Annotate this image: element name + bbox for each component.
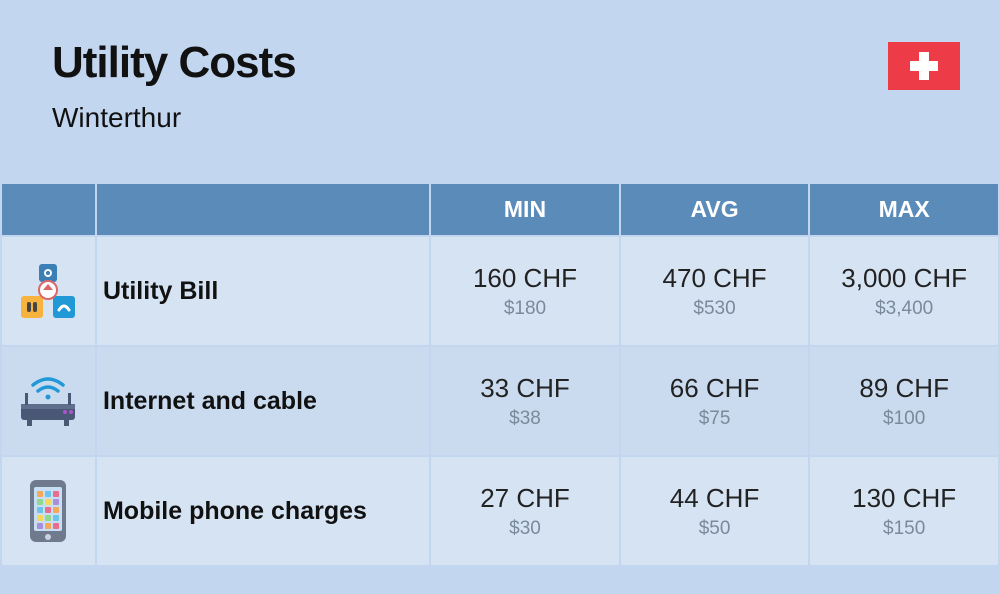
page-title: Utility Costs (52, 38, 948, 88)
column-header-avg: AVG (620, 183, 810, 236)
secondary-value: $180 (441, 298, 609, 320)
header-blank-icon (1, 183, 96, 236)
secondary-value: $38 (441, 408, 609, 430)
secondary-value: $75 (631, 408, 799, 430)
swiss-flag-icon (888, 42, 960, 90)
row-label: Mobile phone charges (96, 456, 430, 566)
primary-value: 160 CHF (441, 263, 609, 294)
secondary-value: $50 (631, 518, 799, 540)
column-header-max: MAX (809, 183, 999, 236)
primary-value: 33 CHF (441, 373, 609, 404)
table-row: Utility Bill 160 CHF $180 470 CHF $530 3… (1, 236, 999, 346)
primary-value: 89 CHF (820, 373, 988, 404)
primary-value: 130 CHF (820, 483, 988, 514)
cell-avg: 44 CHF $50 (620, 456, 810, 566)
secondary-value: $530 (631, 298, 799, 320)
secondary-value: $150 (820, 518, 988, 540)
row-label: Utility Bill (96, 236, 430, 346)
row-icon-cell (1, 346, 96, 456)
cell-avg: 66 CHF $75 (620, 346, 810, 456)
cell-min: 27 CHF $30 (430, 456, 620, 566)
costs-table: MIN AVG MAX (0, 182, 1000, 567)
phone-icon (12, 475, 85, 547)
cell-max: 3,000 CHF $3,400 (809, 236, 999, 346)
secondary-value: $3,400 (820, 298, 988, 320)
table-header-row: MIN AVG MAX (1, 183, 999, 236)
row-label: Internet and cable (96, 346, 430, 456)
utility-icon (12, 255, 85, 327)
cell-min: 160 CHF $180 (430, 236, 620, 346)
cell-min: 33 CHF $38 (430, 346, 620, 456)
row-icon-cell (1, 456, 96, 566)
table-row: Mobile phone charges 27 CHF $30 44 CHF $… (1, 456, 999, 566)
column-header-min: MIN (430, 183, 620, 236)
primary-value: 3,000 CHF (820, 263, 988, 294)
cell-avg: 470 CHF $530 (620, 236, 810, 346)
secondary-value: $30 (441, 518, 609, 540)
primary-value: 44 CHF (631, 483, 799, 514)
cell-max: 130 CHF $150 (809, 456, 999, 566)
router-icon (12, 365, 85, 437)
secondary-value: $100 (820, 408, 988, 430)
cell-max: 89 CHF $100 (809, 346, 999, 456)
primary-value: 66 CHF (631, 373, 799, 404)
page-subtitle: Winterthur (52, 102, 948, 134)
row-icon-cell (1, 236, 96, 346)
table-row: Internet and cable 33 CHF $38 66 CHF $75… (1, 346, 999, 456)
header: Utility Costs Winterthur (0, 0, 1000, 182)
primary-value: 470 CHF (631, 263, 799, 294)
primary-value: 27 CHF (441, 483, 609, 514)
header-blank-label (96, 183, 430, 236)
